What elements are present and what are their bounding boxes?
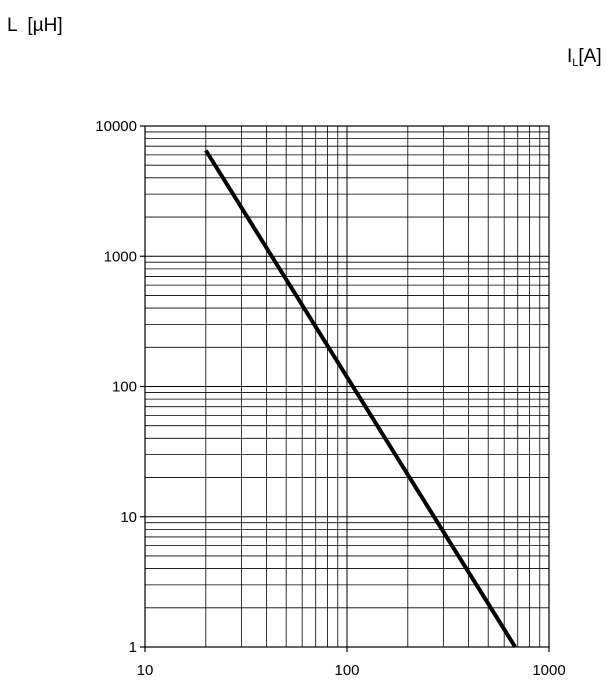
y-tick-label: 1000 [104, 248, 137, 265]
axis-layer [140, 125, 550, 652]
y-axis-label: L [µH] [7, 15, 63, 36]
x-tick-label: 100 [334, 662, 359, 679]
current-symbol: I [567, 46, 572, 67]
y-tick-label: 10000 [95, 118, 137, 135]
y-tick-labels: 10000 1000 100 10 1 [95, 118, 137, 656]
x-tick-label: 1000 [532, 662, 565, 679]
y-tick-label: 100 [112, 379, 137, 396]
current-axis-label: IL[A] [567, 46, 602, 69]
current-unit: [A] [578, 46, 601, 67]
y-tick-label: 10 [120, 509, 137, 526]
grid-layer [145, 126, 549, 647]
current-subscript: L [572, 57, 578, 69]
x-tick-label: 10 [137, 662, 154, 679]
x-tick-labels: 10 100 1000 [137, 662, 566, 679]
series-layer [204, 149, 517, 649]
y-tick-label: 1 [129, 639, 137, 656]
series-line [204, 149, 517, 649]
